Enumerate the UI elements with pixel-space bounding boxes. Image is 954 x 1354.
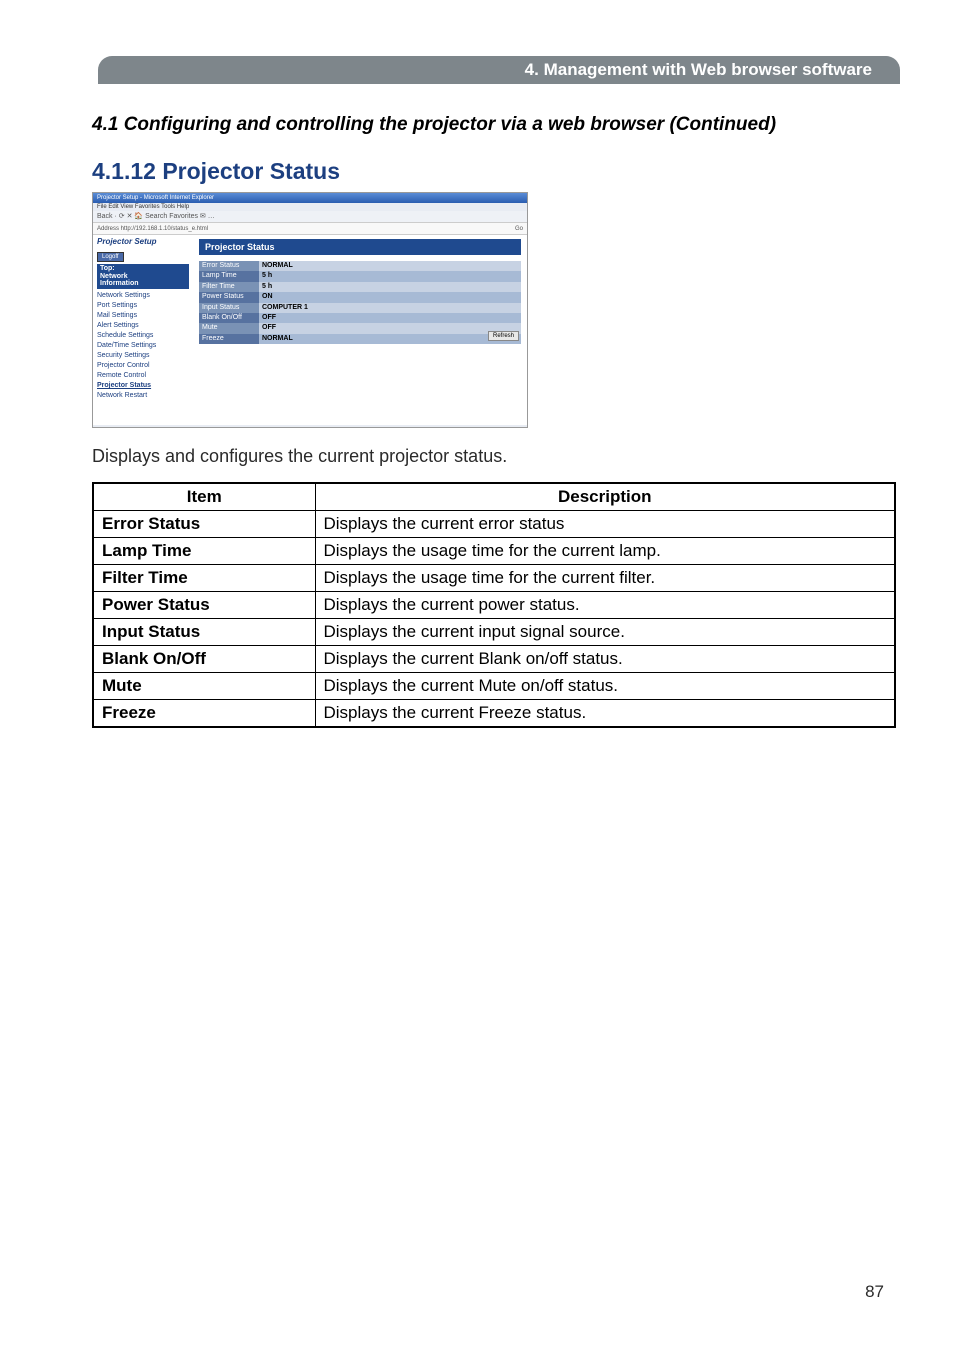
sidebar-item[interactable]: Date/Time Settings [97,342,189,349]
ie-body: Projector Setup Logoff Top: Network Info… [93,235,527,425]
page-number: 87 [865,1282,884,1302]
description-table: Item Description Error StatusDisplays th… [92,482,896,728]
table-cell-item: Freeze [93,700,315,728]
ie-status-right: Internet [501,427,521,428]
table-cell-item: Input Status [93,619,315,646]
status-row: Power StatusON [199,292,521,302]
table-row: Power StatusDisplays the current power s… [93,592,895,619]
table-row: Input StatusDisplays the current input s… [93,619,895,646]
chapter-header-bar: 4. Management with Web browser software [98,56,900,84]
ie-address-text: Address http://192.168.1.10/status_e.htm… [97,226,208,232]
sidebar-item[interactable]: Projector Status [97,382,189,389]
status-label: Error Status [199,261,259,271]
status-value: NORMAL [259,334,521,344]
sidebar-item[interactable]: Mail Settings [97,312,189,319]
sidebar-item[interactable]: Network Settings [97,292,189,299]
table-row: MuteDisplays the current Mute on/off sta… [93,673,895,700]
ie-status-bar: Done Internet [93,425,527,428]
table-cell-desc: Displays the current error status [315,511,895,538]
table-header-item: Item [93,483,315,511]
section-subtitle: 4.1 Configuring and controlling the proj… [92,114,900,136]
sidebar-top-line: Top: [100,265,186,273]
table-cell-item: Error Status [93,511,315,538]
status-table: Error StatusNORMALLamp Time5 hFilter Tim… [199,261,521,344]
sidebar-top-block: Top: Network Information [97,264,189,289]
ie-address-bar: Address http://192.168.1.10/status_e.htm… [93,223,527,235]
sidebar-title: Projector Setup [97,237,189,246]
content-header: Projector Status [199,239,521,255]
sidebar-item[interactable]: Alert Settings [97,322,189,329]
status-label: Power Status [199,292,259,302]
table-header-desc: Description [315,483,895,511]
table-cell-item: Lamp Time [93,538,315,565]
table-cell-item: Filter Time [93,565,315,592]
section-heading: 4.1.12 Projector Status [92,158,340,185]
sidebar-item[interactable]: Port Settings [97,302,189,309]
status-value: ON [259,292,521,302]
logoff-button[interactable]: Logoff [97,252,124,262]
table-cell-desc: Displays the usage time for the current … [315,565,895,592]
ie-go-label: Go [515,223,527,235]
sidebar-item[interactable]: Projector Control [97,362,189,369]
status-label: Freeze [199,334,259,344]
status-label: Filter Time [199,282,259,292]
body-text: Displays and configures the current proj… [92,446,507,467]
sidebar-item[interactable]: Security Settings [97,352,189,359]
ie-status-left: Done [99,427,113,428]
sidebar-top-line: Network [100,273,186,281]
content-panel: Projector Status Error StatusNORMALLamp … [193,235,527,425]
status-row: Blank On/OffOFF [199,313,521,323]
status-label: Input Status [199,303,259,313]
table-cell-item: Mute [93,673,315,700]
table-cell-desc: Displays the usage time for the current … [315,538,895,565]
sidebar-top-line: Information [100,280,186,288]
sidebar-item[interactable]: Network Restart [97,392,189,399]
status-value: OFF [259,313,521,323]
status-label: Blank On/Off [199,313,259,323]
table-cell-desc: Displays the current Blank on/off status… [315,646,895,673]
status-value: NORMAL [259,261,521,271]
status-label: Lamp Time [199,271,259,281]
sidebar: Projector Setup Logoff Top: Network Info… [93,235,193,425]
status-row: Filter Time5 h [199,282,521,292]
ie-toolbar: Back · ⟳ ✕ 🏠 Search Favorites ✉ … [93,211,527,223]
status-label: Mute [199,323,259,333]
table-cell-desc: Displays the current Mute on/off status. [315,673,895,700]
ie-menu-bar: File Edit View Favorites Tools Help [93,203,527,211]
status-row: MuteOFF [199,323,521,333]
refresh-button[interactable]: Refresh [488,331,519,341]
ie-title-bar: Projector Setup - Microsoft Internet Exp… [93,193,527,203]
status-row: Input StatusCOMPUTER 1 [199,303,521,313]
status-value: 5 h [259,271,521,281]
table-row: Filter TimeDisplays the usage time for t… [93,565,895,592]
table-cell-desc: Displays the current input signal source… [315,619,895,646]
sidebar-item[interactable]: Schedule Settings [97,332,189,339]
table-row: Error StatusDisplays the current error s… [93,511,895,538]
status-row: Lamp Time5 h [199,271,521,281]
table-cell-item: Power Status [93,592,315,619]
table-cell-item: Blank On/Off [93,646,315,673]
status-value: OFF [259,323,521,333]
table-cell-desc: Displays the current Freeze status. [315,700,895,728]
sidebar-item[interactable]: Remote Control [97,372,189,379]
table-row: Blank On/OffDisplays the current Blank o… [93,646,895,673]
status-value: COMPUTER 1 [259,303,521,313]
chapter-title: 4. Management with Web browser software [525,60,872,80]
table-row: Lamp TimeDisplays the usage time for the… [93,538,895,565]
projector-status-screenshot: Projector Setup - Microsoft Internet Exp… [92,192,528,428]
status-value: 5 h [259,282,521,292]
table-cell-desc: Displays the current power status. [315,592,895,619]
status-row: Error StatusNORMAL [199,261,521,271]
table-row: FreezeDisplays the current Freeze status… [93,700,895,728]
status-row: FreezeNORMAL [199,334,521,344]
